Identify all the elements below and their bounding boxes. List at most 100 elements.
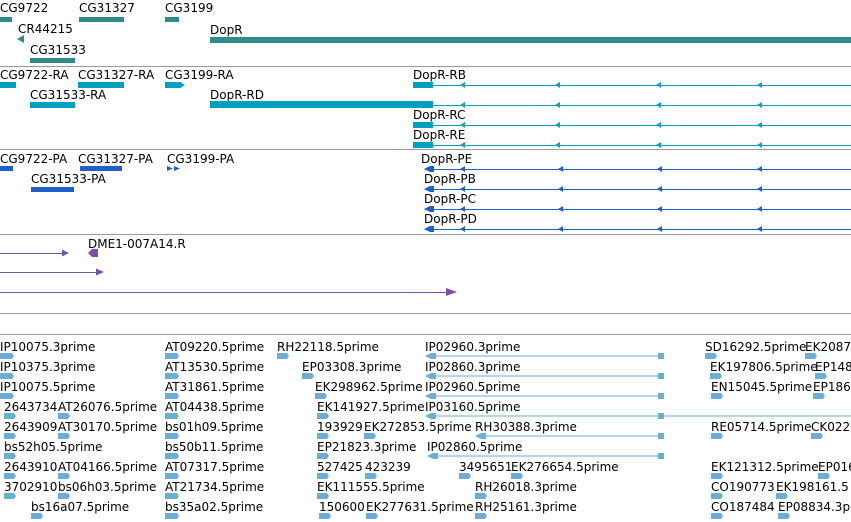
transcript-feature-cg31327-ra[interactable]: [78, 82, 124, 88]
protein-label-cg9722-pa[interactable]: CG9722-PA: [0, 152, 68, 166]
est-label[interactable]: IP02960.3prime: [425, 340, 521, 354]
protein-label-cg31327-pa[interactable]: CG31327-PA: [78, 152, 153, 166]
protein-feature-cg31327-pa[interactable]: [80, 166, 122, 171]
clone-feature-3[interactable]: [0, 292, 448, 293]
est-label[interactable]: EK111555.5prime: [317, 480, 425, 494]
transcript-feature-cg3199-ra[interactable]: [165, 82, 181, 88]
est-label[interactable]: EK197806.5prime: [710, 360, 818, 374]
est-label[interactable]: AT31861.5prime: [165, 380, 265, 394]
est-label[interactable]: bs06h03.5prime: [58, 480, 157, 494]
gene-feature-dopr[interactable]: [210, 37, 851, 43]
protein-label-cg3199-pa[interactable]: CG3199-PA: [167, 152, 235, 166]
est-label[interactable]: EK277631.5prime: [366, 500, 474, 514]
est-label[interactable]: bs50b11.5prime: [165, 440, 264, 454]
gene-label-cg31533[interactable]: CG31533: [30, 43, 86, 57]
est-label[interactable]: AT26076.5prime: [58, 400, 158, 414]
est-label[interactable]: 150600: [319, 500, 365, 514]
est-label[interactable]: EP186: [813, 380, 851, 394]
gene-feature-cg31327[interactable]: [79, 17, 124, 22]
gene-label-cr44215[interactable]: CR44215: [18, 22, 73, 36]
transcript-label-cg3199-ra[interactable]: CG3199-RA: [165, 68, 234, 82]
protein-label-dopr-pe[interactable]: DopR-PE: [421, 152, 473, 166]
est-label[interactable]: AT13530.5prime: [165, 360, 265, 374]
est-label[interactable]: IP02860.3prime: [425, 360, 521, 374]
transcript-label-cg31533-ra[interactable]: CG31533-RA: [30, 88, 107, 102]
est-label[interactable]: RH22118.5prime: [277, 340, 379, 354]
est-label[interactable]: EP21823.3prime: [317, 440, 417, 454]
est-label[interactable]: EP08834.3pri: [778, 500, 851, 514]
clone-feature-2[interactable]: [0, 272, 96, 273]
transcript-label-dopr-rd[interactable]: DopR-RD: [210, 88, 264, 102]
est-label[interactable]: IP02960.5prime: [425, 380, 521, 394]
est-label[interactable]: RH26018.3prime: [475, 480, 577, 494]
est-label[interactable]: EP016: [818, 460, 851, 474]
est-label[interactable]: bs52h05.5prime: [4, 440, 103, 454]
est-label[interactable]: EN15045.5prime: [711, 380, 813, 394]
est-label[interactable]: 2643734: [4, 400, 58, 414]
gene-feature-cg31533[interactable]: [30, 58, 75, 63]
gene-label-cg31327[interactable]: CG31327: [79, 1, 135, 15]
gene-feature-cg9722[interactable]: [0, 17, 12, 22]
est-label[interactable]: IP10075.5prime: [0, 380, 96, 394]
est-label[interactable]: EK141927.5prime: [317, 400, 425, 414]
gene-feature-cr44215[interactable]: [0, 0, 851, 62]
est-label[interactable]: IP10375.3prime: [0, 360, 96, 374]
transcript-label-dopr-rc[interactable]: DopR-RC: [413, 108, 466, 122]
est-label[interactable]: RH30388.3prime: [475, 420, 577, 434]
protein-feature-cg31533-pa[interactable]: [31, 187, 74, 192]
transcript-feature-dopr-rc[interactable]: [413, 122, 433, 128]
est-label[interactable]: EP148: [815, 360, 851, 374]
transcript-label-dopr-re[interactable]: DopR-RE: [413, 128, 466, 142]
est-label[interactable]: AT04166.5prime: [58, 460, 158, 474]
transcript-feature-cg31533-ra[interactable]: [30, 102, 75, 108]
est-label[interactable]: RH25161.3prime: [475, 500, 577, 514]
transcript-feature-dopr-re[interactable]: [413, 142, 433, 148]
est-label[interactable]: 423239: [365, 460, 411, 474]
protein-feature-cg9722-pa[interactable]: [0, 166, 13, 171]
est-label[interactable]: AT07317.5prime: [165, 460, 265, 474]
est-label[interactable]: 3702910: [4, 480, 58, 494]
gene-label-cg9722[interactable]: CG9722: [0, 1, 49, 15]
est-label[interactable]: 2643910: [4, 460, 58, 474]
est-label[interactable]: bs16a07.5prime: [31, 500, 130, 514]
gene-label-cg3199[interactable]: CG3199: [165, 1, 214, 15]
est-label[interactable]: bs35a02.5prime: [165, 500, 264, 514]
protein-label-dopr-pb[interactable]: DopR-PB: [424, 172, 476, 186]
est-label[interactable]: AT21734.5prime: [165, 480, 265, 494]
clone-label-dme1-007a14-r[interactable]: DME1-007A14.R: [88, 237, 186, 251]
est-label[interactable]: AT09220.5prime: [165, 340, 265, 354]
gene-feature-cg3199[interactable]: [165, 17, 179, 22]
est-label[interactable]: EK298962.5prime: [315, 380, 423, 394]
transcript-feature-cg9722-ra[interactable]: [0, 82, 16, 88]
transcript-label-cg31327-ra[interactable]: CG31327-RA: [78, 68, 155, 82]
transcript-feature-dopr-rb[interactable]: [413, 82, 433, 88]
est-label[interactable]: 193929: [317, 420, 363, 434]
clone-feature-1[interactable]: [0, 253, 62, 254]
gene-label-dopr[interactable]: DopR: [210, 23, 243, 37]
est-label[interactable]: EK276654.5prime: [511, 460, 619, 474]
est-label[interactable]: EK198161.5: [776, 480, 849, 494]
est-label[interactable]: IP03160.5prime: [425, 400, 521, 414]
est-label[interactable]: CO187484: [711, 500, 775, 514]
protein-label-dopr-pd[interactable]: DopR-PD: [424, 212, 477, 226]
transcript-label-cg9722-ra[interactable]: CG9722-RA: [0, 68, 69, 82]
est-label[interactable]: IP02860.5prime: [427, 440, 523, 454]
est-label[interactable]: 527425: [317, 460, 363, 474]
est-label[interactable]: AT04438.5prime: [165, 400, 265, 414]
est-label[interactable]: IP10075.3prime: [0, 340, 96, 354]
est-label[interactable]: AT30170.5prime: [58, 420, 158, 434]
est-label[interactable]: CK022: [811, 420, 851, 434]
protein-label-cg31533-pa[interactable]: CG31533-PA: [31, 172, 106, 186]
est-label[interactable]: RE05714.5prime: [711, 420, 812, 434]
est-label[interactable]: bs01h09.5prime: [165, 420, 264, 434]
transcript-feature-dopr-rd[interactable]: [210, 101, 433, 108]
est-label[interactable]: EK2087: [805, 340, 851, 354]
transcript-label-dopr-rb[interactable]: DopR-RB: [413, 68, 466, 82]
est-label[interactable]: EK272853.5prime: [364, 420, 472, 434]
est-label[interactable]: SD16292.5prime: [705, 340, 807, 354]
est-label[interactable]: 3495651: [459, 460, 513, 474]
est-label[interactable]: 2643909: [4, 420, 58, 434]
est-label[interactable]: EK121312.5prime: [711, 460, 819, 474]
protein-label-dopr-pc[interactable]: DopR-PC: [424, 192, 476, 206]
est-label[interactable]: EP03308.3prime: [302, 360, 402, 374]
